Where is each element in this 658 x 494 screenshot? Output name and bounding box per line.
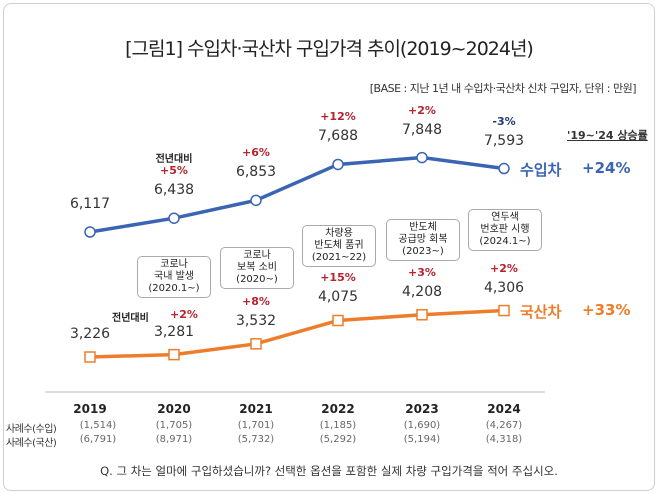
data-point	[250, 194, 262, 207]
sample-count: (5,732)	[237, 434, 275, 445]
survey-question: Q. 그 차는 얼마에 구입하셨습니까? 선택한 옵션을 포함한 실제 차량 구…	[100, 464, 558, 478]
sample-count: (1,701)	[237, 420, 275, 431]
series-line-import	[89, 155, 505, 234]
x-tick-label: 2023	[405, 402, 439, 416]
sample-count: (4,267)	[485, 420, 523, 431]
data-label: 6,438	[153, 182, 195, 199]
sample-count: (8,971)	[155, 434, 193, 445]
event-annotation: 코로나 국내 발생 (2020.1~)	[137, 256, 211, 298]
sample-count: (1,705)	[155, 420, 193, 431]
data-label: 4,306	[483, 279, 525, 296]
yoy-label: +5%	[160, 164, 188, 178]
sample-count: (1,690)	[403, 420, 441, 431]
x-tick-label: 2024	[487, 402, 521, 416]
chart-title: [그림1] 수입차·국산차 구입가격 추이(2019~2024년)	[125, 38, 534, 60]
yoy-label: +8%	[242, 294, 270, 308]
yoy-label: +2%	[170, 307, 198, 321]
data-point	[84, 351, 96, 363]
yoy-prefix: 전년대비	[155, 154, 193, 166]
data-label: 4,075	[317, 289, 359, 306]
data-point	[332, 314, 344, 327]
data-point	[498, 304, 510, 317]
yoy-prefix: 전년대비	[112, 312, 149, 324]
sample-count: (5,292)	[319, 434, 357, 445]
data-label: 4,208	[401, 283, 443, 300]
yoy-label: +6%	[242, 146, 270, 160]
x-tick-label: 2020	[157, 402, 191, 416]
data-label: 3,226	[69, 326, 111, 342]
data-point	[498, 162, 510, 175]
data-point	[168, 348, 180, 361]
data-label: 6,117	[69, 196, 111, 212]
yoy-label: +15%	[320, 271, 356, 285]
series-name: 국산차	[520, 302, 562, 321]
yoy-label: +12%	[320, 110, 356, 124]
data-point	[416, 309, 428, 321]
sample-row-label: 사례수(수입)	[6, 424, 57, 435]
event-annotation: 차량용 반도체 품귀 (2021~22)	[302, 225, 376, 267]
event-annotation: 반도체 공급망 회복 (2023~)	[386, 219, 460, 261]
data-label: 3,532	[235, 312, 277, 329]
data-point	[168, 212, 180, 224]
yoy-label: +3%	[408, 265, 436, 279]
series-name: 수입차	[520, 160, 562, 179]
yoy-label: +2%	[408, 103, 436, 117]
yoy-label: -3%	[492, 114, 516, 128]
data-point	[332, 158, 344, 171]
data-point	[250, 338, 262, 350]
yoy-label: +2%	[490, 261, 518, 275]
data-label: 6,853	[235, 164, 277, 181]
event-annotation: 연두색 번호판 시행 (2024.1~)	[468, 209, 542, 251]
sample-count: (1,185)	[319, 420, 357, 431]
sample-count: (6,791)	[79, 434, 117, 445]
data-point	[416, 151, 428, 164]
total-change: +33%	[582, 300, 631, 319]
x-tick-label: 2019	[73, 402, 107, 416]
sample-row-label: 사례수(국산)	[6, 438, 57, 449]
total-change: +24%	[582, 158, 631, 177]
x-tick-label: 2022	[321, 402, 355, 416]
data-label: 3,281	[153, 323, 195, 340]
data-point	[84, 226, 96, 238]
data-label: 7,593	[483, 132, 525, 149]
chart-frame	[3, 3, 655, 491]
sample-count: (1,514)	[79, 420, 117, 431]
sample-count: (4,318)	[485, 434, 523, 445]
series-line-domestic	[89, 308, 505, 359]
change-header: '19~'24 상승률	[567, 129, 648, 142]
x-tick-label: 2021	[239, 402, 273, 416]
sample-count: (5,194)	[403, 434, 441, 445]
event-annotation: 코로나 보복 소비 (2020~)	[220, 247, 294, 289]
base-note: [BASE : 지난 1년 내 수입차·국산차 신차 구입자, 단위 : 만원]	[369, 82, 637, 95]
data-label: 7,688	[317, 128, 359, 145]
data-label: 7,848	[401, 121, 443, 138]
